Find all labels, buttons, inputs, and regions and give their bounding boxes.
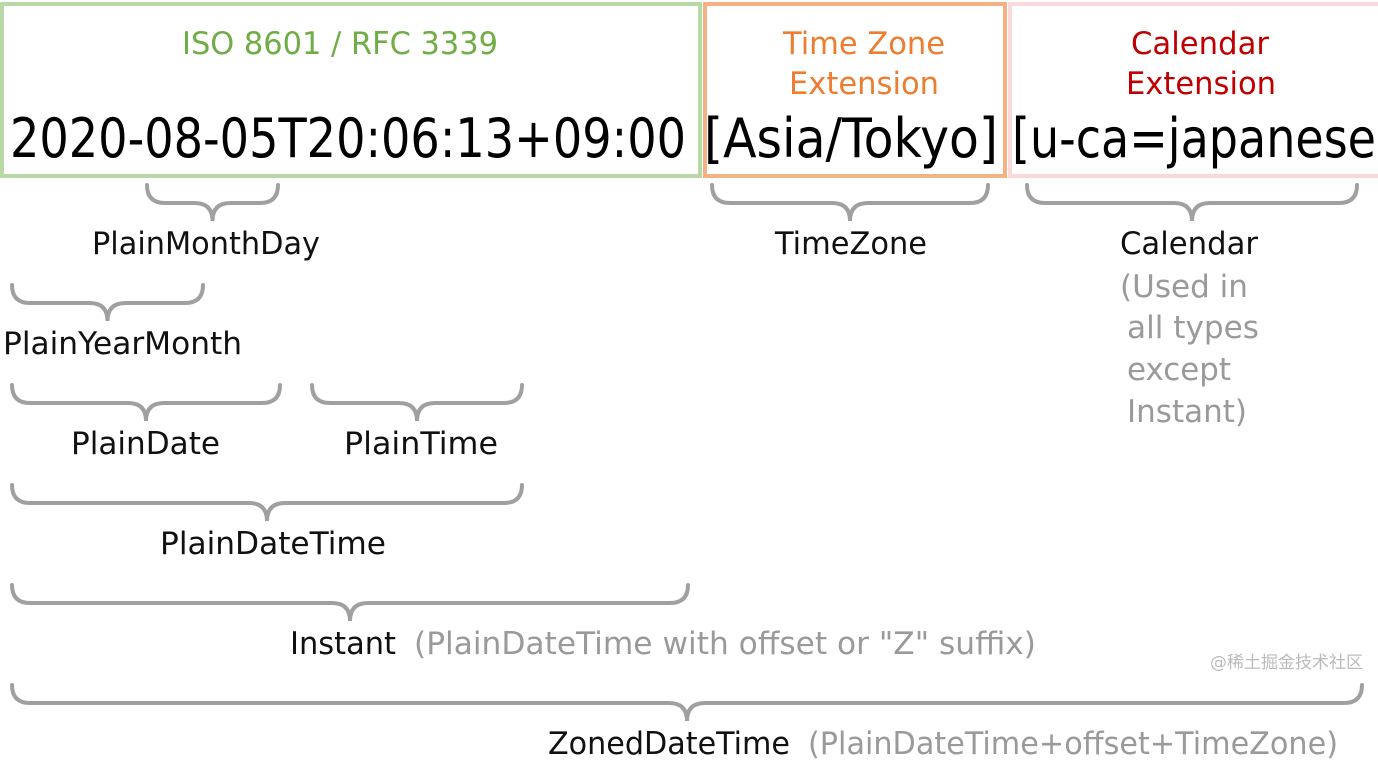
brace-plain-month-day (145, 183, 280, 222)
calendar-note-4: Instant) (1127, 394, 1247, 430)
label-time-zone: TimeZone (774, 226, 927, 262)
brace-calendar (1025, 183, 1359, 222)
brace-plain-date-time (10, 483, 524, 522)
label-plain-time: PlainTime (344, 426, 498, 462)
brace-plain-year-month (10, 283, 205, 322)
cal-title-2: Extension (1126, 66, 1276, 102)
tz-title-1: Time Zone (782, 26, 945, 62)
tz-title-2: Extension (789, 66, 939, 102)
label-plain-date-time: PlainDateTime (160, 526, 386, 562)
calendar-note-2: all types (1127, 310, 1259, 346)
iso-box (0, 2, 702, 178)
zoned-note: (PlainDateTime+offset+TimeZone) (808, 726, 1338, 762)
calendar-string: [u-ca=japanese (1012, 107, 1376, 170)
iso-title: ISO 8601 / RFC 3339 (182, 26, 498, 62)
label-plain-month-day: PlainMonthDay (92, 226, 320, 262)
label-zoned-date-time: ZonedDateTime (548, 726, 790, 762)
label-calendar: Calendar (1120, 226, 1258, 262)
label-plain-date: PlainDate (71, 426, 220, 462)
brace-time-zone (710, 183, 990, 222)
brace-plain-date (10, 383, 282, 422)
calendar-note-3: except (1127, 352, 1231, 388)
brace-instant (10, 583, 690, 622)
calendar-note-1: (Used in (1120, 269, 1248, 305)
watermark: @稀土掘金技术社区 (1210, 653, 1363, 673)
calendar-box (1008, 2, 1378, 178)
timezone-box (703, 2, 1007, 178)
brace-plain-time (310, 383, 524, 422)
brace-zoned-date-time (10, 683, 1364, 722)
label-plain-year-month: PlainYearMonth (3, 326, 242, 362)
iso-datetime-string: 2020-08-05T20:06:13+09:00 (10, 107, 686, 170)
cal-title-1: Calendar (1131, 26, 1269, 62)
label-instant: Instant (290, 626, 396, 662)
timezone-string: [Asia/Tokyo] (704, 107, 998, 170)
instant-note: (PlainDateTime with offset or "Z" suffix… (414, 626, 1036, 662)
